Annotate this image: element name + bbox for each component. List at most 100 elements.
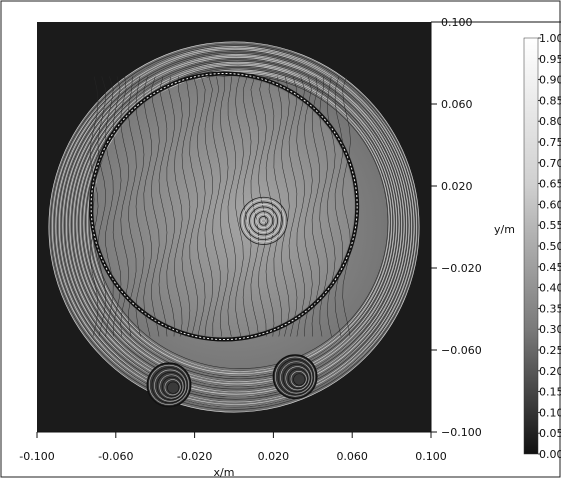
contour-line [288,76,298,337]
y-tick-label: 0.060 [441,98,473,111]
central-spot-ring [256,213,271,229]
contour-line [69,57,405,393]
y-tick-label: 0.100 [441,16,473,29]
contour-line [250,76,259,337]
contour-line [128,76,137,337]
contour-line [311,76,321,337]
contour-line [76,63,400,385]
contour-line [74,61,401,387]
contour-line [81,67,396,380]
contour-line [80,64,397,382]
contour-line [48,41,420,413]
colorbar-tick-label: 0.10 [539,406,561,419]
colorbar-tick-label: 0.65 [539,178,561,191]
contour-line [204,76,214,337]
central-spot-ring [249,206,278,236]
contour-line [158,76,168,337]
colorbar-tick-label: 0.80 [539,115,561,128]
small-circle-contour [280,361,313,394]
contour-line [59,49,412,403]
inner-circle [94,76,355,337]
contour-line [64,53,409,398]
colorbar-tick-label: 0.95 [539,53,561,66]
small-circle-contour [290,371,307,388]
axes [37,21,561,433]
x-tick-label: 0.100 [415,450,447,463]
x-tick-label: 0.020 [258,450,290,463]
contour-line [296,76,305,337]
central-spot-ring [258,216,269,226]
contour-line [334,76,343,337]
contour-line [85,68,394,377]
inner-boundary-dash [90,72,358,341]
contour-line [97,76,107,337]
small-circle-contour [156,372,185,401]
central-spot-ring [239,196,288,245]
central-spot-ring [244,201,283,241]
contour-line [319,76,328,337]
contour-line [265,76,275,337]
small-circle-contour [277,359,314,396]
contour-line [212,76,221,337]
central-spot-ring [261,218,266,224]
contour-line [235,76,244,337]
contour-line [242,76,252,337]
small-circle-contour [275,356,316,397]
x-tick-label: -0.060 [98,450,133,463]
y-tick-label: −0.060 [441,344,482,357]
central-spot-ring [241,199,286,243]
contour-line [50,43,419,410]
colorbar-tick-label: 0.30 [539,323,561,336]
contour-field [48,41,420,413]
small-circle-contour [167,381,180,394]
contour-line [219,76,229,337]
y-axis-label: y/m [494,223,515,236]
contour-line [53,45,416,408]
colorbar-tick-label: 0.50 [539,240,561,253]
colorbar-tick-label: 0.70 [539,157,561,170]
colorbar-tick-label: 0.40 [539,282,561,295]
contour-line [227,76,236,337]
contour-line [181,76,191,337]
colorbar-tick-label: 0.90 [539,74,561,87]
colorbar-tick-label: 0.05 [539,427,561,440]
contour-line [174,76,183,337]
contour-line [342,76,351,337]
central-spot-ring [251,208,276,233]
colorbar-tick-label: 1.00 [539,32,561,45]
contour-line [143,76,152,337]
central-spot-ring [253,211,274,231]
contour-line [60,51,411,400]
x-tick-label: -0.020 [177,450,212,463]
x-tick-label: -0.100 [19,450,54,463]
contour-line [135,76,145,337]
x-axis-ticks: -0.100 -0.060 -0.020 0.020 0.060 0.100 [19,432,447,463]
contour-line [55,47,415,405]
small-circle-contour [148,364,189,405]
y-axis-ticks: 0.100 0.060 0.020 −0.020 −0.060 −0.100 [431,16,482,439]
y-tick-label: 0.020 [441,180,473,193]
colorbar-tick-label: 0.20 [539,365,561,378]
contour-line [273,76,282,337]
contour-line [71,59,404,390]
colorbar-tick-label: 0.45 [539,261,561,274]
colorbar-ticks: 1.00 0.95 0.90 0.85 0.80 0.75 0.70 0.65 0.60 0.55… [538,32,561,461]
contour-line [89,76,99,337]
small-circle-contour [159,374,184,399]
y-tick-label: −0.100 [441,426,482,439]
colorbar-tick-label: 0.55 [539,219,561,232]
colorbar-tick-label: 0.35 [539,302,561,315]
small-circle-contour [285,366,310,391]
small-circle-contour [161,376,182,397]
colorbar-tick-label: 0.15 [539,386,561,399]
contour-line [281,76,290,337]
contour-line [151,76,160,337]
small-circle-contour [164,379,181,396]
small-circle-contour [288,368,309,389]
y-tick-label: −0.020 [441,262,482,275]
small-circle-contour [154,369,187,402]
contour-line [112,76,122,337]
small-circle-contour [282,363,311,392]
x-axis-label: x/m [214,466,235,478]
